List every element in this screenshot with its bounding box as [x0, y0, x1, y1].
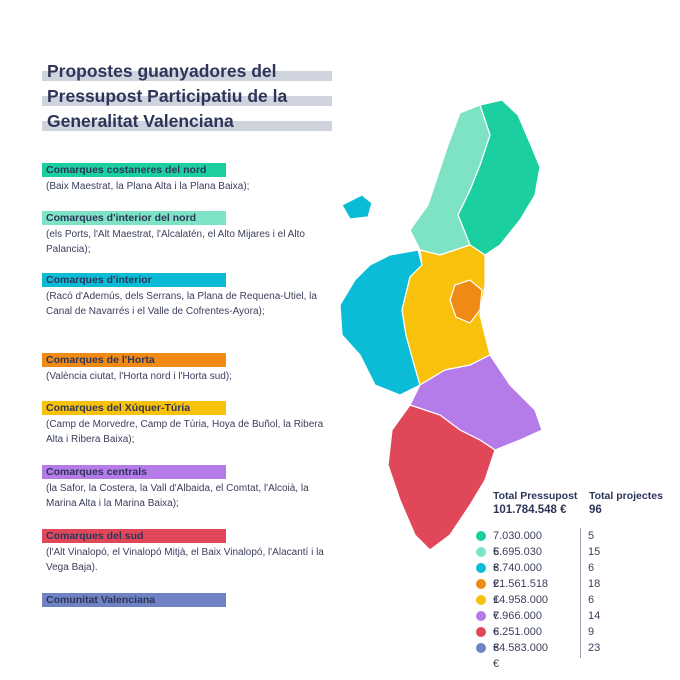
- legend-count: 5: [588, 530, 595, 542]
- region-header: Comarques costaneres del nord: [42, 163, 226, 177]
- region-description: (València ciutat, l'Horta nord i l'Horta…: [46, 371, 232, 382]
- title-underline-bar: [42, 71, 332, 81]
- legend-count: 15: [588, 546, 601, 558]
- region-header: Comarques del Xúquer-Túria: [42, 401, 226, 415]
- region-header: Comarques centrals: [42, 465, 226, 479]
- region-header: Comarques d'interior: [42, 273, 226, 287]
- legend-amount: 21.561.518 €: [493, 578, 549, 606]
- region-interior: Comarques d'interior (Racó d'Ademús, del…: [42, 270, 332, 319]
- title-line-2: Pressupost Participatiu de la: [47, 86, 288, 106]
- region-header: Comarques de l'Horta: [42, 353, 226, 367]
- region-comunitat: Comunitat Valenciana: [42, 590, 332, 608]
- legend-amount: 34.583.000 €: [493, 642, 549, 670]
- legend-dot: [476, 595, 486, 605]
- title-underline-bar: [42, 121, 332, 131]
- region-interior-nord: Comarques d'interior del nord (els Ports…: [42, 208, 332, 257]
- legend-count: 14: [588, 610, 601, 622]
- total-budget-label: Total Pressupost: [493, 490, 578, 502]
- map-area-ademus-enclave: [341, 194, 373, 220]
- region-description: (Baix Maestrat, la Plana Alta i la Plana…: [46, 181, 250, 192]
- legend-dot: [476, 563, 486, 573]
- legend-amount: 14.958.000 €: [493, 594, 549, 622]
- region-header: Comunitat Valenciana: [42, 593, 226, 607]
- legend-dot: [476, 627, 486, 637]
- region-sud: Comarques del sud (l'Alt Vinalopó, el Vi…: [42, 526, 332, 575]
- region-header: Comarques d'interior del nord: [42, 211, 226, 225]
- region-description: (els Ports, l'Alt Maestrat, l'Alcalatén,…: [46, 229, 305, 255]
- legend-dot: [476, 611, 486, 621]
- region-xuquer-turia: Comarques del Xúquer-Túria (Camp de Morv…: [42, 398, 332, 447]
- legend-dot: [476, 531, 486, 541]
- legend-amount: 3.740.000 €: [493, 562, 542, 590]
- map-area-sud: [387, 404, 496, 551]
- region-horta: Comarques de l'Horta (València ciutat, l…: [42, 350, 332, 385]
- legend-count: 6: [588, 594, 595, 606]
- legend-amount: 7.966.000 €: [493, 610, 542, 638]
- legend-count: 23: [588, 642, 601, 654]
- title-line-3: Generalitat Valenciana: [47, 111, 234, 131]
- total-projects-label: Total projectes: [589, 490, 663, 502]
- legend-amount: 6.251.000 €: [493, 626, 542, 654]
- legend-count: 9: [588, 626, 595, 638]
- legend-amount: 7.030.000 €: [493, 530, 542, 558]
- title-underline-bar: [42, 96, 332, 106]
- region-header: Comarques del sud: [42, 529, 226, 543]
- legend-amount: 5.695.030 €: [493, 546, 542, 574]
- region-description: (l'Alt Vinalopó, el Vinalopó Mitjà, el B…: [46, 547, 324, 573]
- legend-count: 18: [588, 578, 601, 590]
- map-area-horta: [449, 279, 483, 324]
- total-budget-value: 101.784.548 €: [493, 504, 567, 516]
- legend-divider: [580, 528, 581, 658]
- legend-dot: [476, 579, 486, 589]
- region-costaneres-nord: Comarques costaneres del nord (Baix Maes…: [42, 160, 332, 195]
- region-description: (la Safor, la Costera, la Vall d'Albaida…: [46, 483, 309, 509]
- region-description: (Camp de Morvedre, Camp de Túria, Hoya d…: [46, 419, 324, 445]
- title-line-1: Propostes guanyadores del: [47, 61, 277, 81]
- region-description: (Racó d'Ademús, dels Serrans, la Plana d…: [46, 291, 317, 317]
- legend-dot: [476, 547, 486, 557]
- total-projects-value: 96: [589, 504, 602, 516]
- valencia-region-map: [339, 99, 543, 551]
- legend-dot: [476, 643, 486, 653]
- legend-count: 6: [588, 562, 595, 574]
- region-centrals: Comarques centrals (la Safor, la Costera…: [42, 462, 332, 511]
